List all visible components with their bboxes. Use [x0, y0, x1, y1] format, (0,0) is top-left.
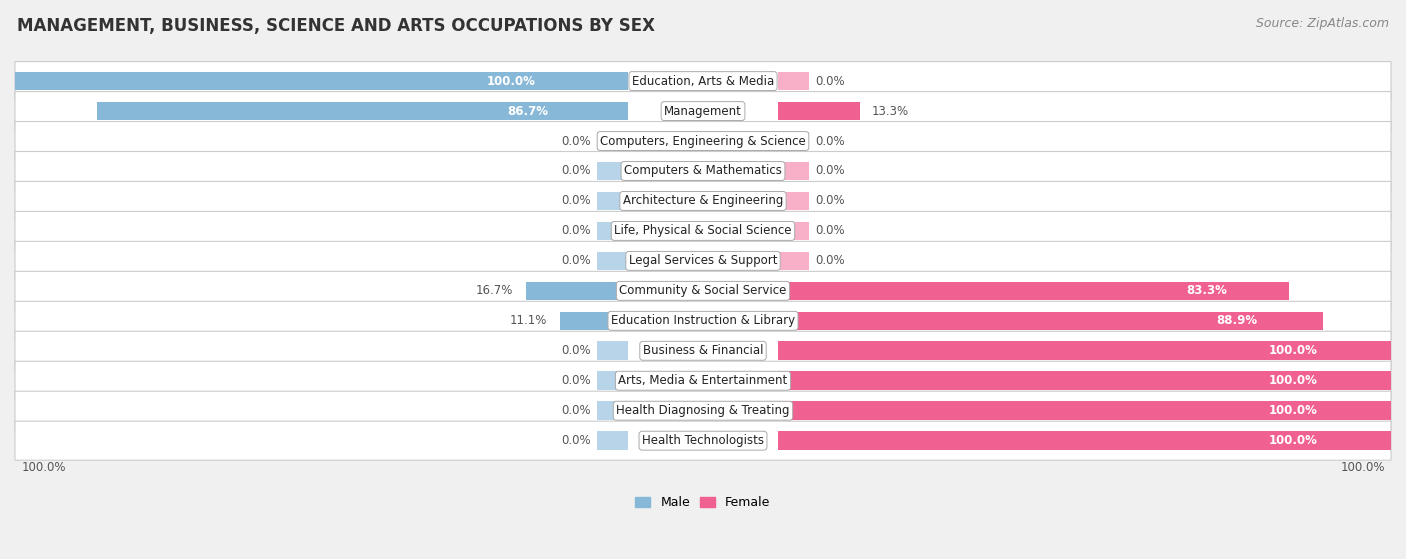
Text: Computers, Engineering & Science: Computers, Engineering & Science	[600, 135, 806, 148]
FancyBboxPatch shape	[15, 241, 1391, 281]
FancyBboxPatch shape	[15, 271, 1391, 310]
Bar	[598, 432, 628, 450]
Text: Architecture & Engineering: Architecture & Engineering	[623, 195, 783, 207]
Bar	[778, 342, 1391, 360]
Text: Education, Arts & Media: Education, Arts & Media	[631, 74, 775, 88]
Bar	[778, 282, 1289, 300]
Text: 0.0%: 0.0%	[815, 224, 845, 238]
Text: Legal Services & Support: Legal Services & Support	[628, 254, 778, 267]
Text: 16.7%: 16.7%	[475, 285, 513, 297]
Bar	[526, 282, 628, 300]
Text: Health Technologists: Health Technologists	[643, 434, 763, 447]
FancyBboxPatch shape	[15, 121, 1391, 160]
Text: 0.0%: 0.0%	[561, 135, 591, 148]
Bar	[778, 102, 859, 120]
Text: 100.0%: 100.0%	[21, 461, 66, 474]
Text: 88.9%: 88.9%	[1216, 314, 1257, 328]
Text: 100.0%: 100.0%	[486, 74, 536, 88]
Legend: Male, Female: Male, Female	[630, 491, 776, 514]
FancyBboxPatch shape	[15, 391, 1391, 430]
Text: 0.0%: 0.0%	[561, 404, 591, 417]
Text: 0.0%: 0.0%	[561, 164, 591, 178]
Bar	[598, 252, 628, 270]
Text: 83.3%: 83.3%	[1187, 285, 1227, 297]
Text: 0.0%: 0.0%	[815, 195, 845, 207]
Text: Education Instruction & Library: Education Instruction & Library	[612, 314, 794, 328]
Text: 0.0%: 0.0%	[561, 434, 591, 447]
Bar	[598, 401, 628, 420]
Text: 0.0%: 0.0%	[561, 224, 591, 238]
FancyBboxPatch shape	[15, 182, 1391, 220]
Text: 0.0%: 0.0%	[815, 135, 845, 148]
Text: Arts, Media & Entertainment: Arts, Media & Entertainment	[619, 375, 787, 387]
Bar	[778, 372, 1391, 390]
Bar	[15, 72, 628, 91]
Bar	[778, 401, 1391, 420]
Bar	[778, 432, 1391, 450]
FancyBboxPatch shape	[15, 331, 1391, 370]
FancyBboxPatch shape	[15, 211, 1391, 250]
Text: 0.0%: 0.0%	[815, 254, 845, 267]
Bar	[778, 252, 808, 270]
FancyBboxPatch shape	[15, 92, 1391, 131]
Bar	[598, 192, 628, 210]
Bar	[778, 192, 808, 210]
Text: Source: ZipAtlas.com: Source: ZipAtlas.com	[1256, 17, 1389, 30]
Text: 11.1%: 11.1%	[510, 314, 547, 328]
FancyBboxPatch shape	[15, 61, 1391, 101]
Bar	[778, 311, 1323, 330]
Text: 0.0%: 0.0%	[815, 164, 845, 178]
Text: Computers & Mathematics: Computers & Mathematics	[624, 164, 782, 178]
Text: Business & Financial: Business & Financial	[643, 344, 763, 357]
FancyBboxPatch shape	[15, 301, 1391, 340]
Text: 0.0%: 0.0%	[561, 195, 591, 207]
FancyBboxPatch shape	[15, 361, 1391, 400]
Bar	[560, 311, 628, 330]
Text: 0.0%: 0.0%	[561, 375, 591, 387]
FancyBboxPatch shape	[15, 421, 1391, 460]
Text: Community & Social Service: Community & Social Service	[619, 285, 787, 297]
Text: 0.0%: 0.0%	[561, 254, 591, 267]
Text: Health Diagnosing & Treating: Health Diagnosing & Treating	[616, 404, 790, 417]
Bar	[778, 72, 808, 91]
Bar	[778, 162, 808, 181]
FancyBboxPatch shape	[15, 151, 1391, 191]
Text: 100.0%: 100.0%	[1268, 375, 1317, 387]
Text: 100.0%: 100.0%	[1268, 434, 1317, 447]
Bar	[598, 162, 628, 181]
Bar	[598, 372, 628, 390]
Text: MANAGEMENT, BUSINESS, SCIENCE AND ARTS OCCUPATIONS BY SEX: MANAGEMENT, BUSINESS, SCIENCE AND ARTS O…	[17, 17, 655, 35]
Text: 0.0%: 0.0%	[561, 344, 591, 357]
Text: Management: Management	[664, 105, 742, 117]
Text: 100.0%: 100.0%	[1268, 344, 1317, 357]
Text: 13.3%: 13.3%	[872, 105, 910, 117]
Bar	[598, 342, 628, 360]
Bar	[598, 132, 628, 150]
Text: 86.7%: 86.7%	[508, 105, 548, 117]
Text: 100.0%: 100.0%	[1268, 404, 1317, 417]
Bar	[598, 221, 628, 240]
Bar	[97, 102, 628, 120]
Bar	[778, 132, 808, 150]
Text: Life, Physical & Social Science: Life, Physical & Social Science	[614, 224, 792, 238]
Text: 100.0%: 100.0%	[1340, 461, 1385, 474]
Bar	[778, 221, 808, 240]
Text: 0.0%: 0.0%	[815, 74, 845, 88]
